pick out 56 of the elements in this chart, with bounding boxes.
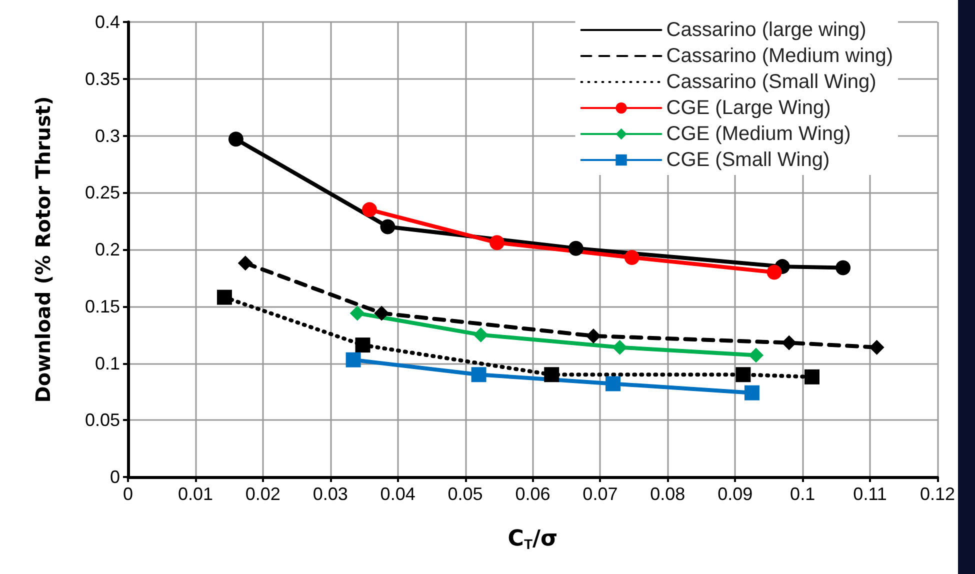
y-tick-label: 0.2 [94,240,120,260]
point [380,219,396,234]
point [238,256,253,271]
point [471,367,486,382]
x-tick-label: 0.08 [650,484,686,504]
y-tick-label: 0.4 [94,12,120,32]
y-tick-label: 0.1 [94,353,120,374]
x-tick-label: 0 [122,484,134,504]
x-axis-title: CT/σ [508,526,558,552]
legend-label: Cassarino (large wing) [666,19,866,41]
point [568,240,584,256]
point [606,376,621,392]
y-tick-label: 0.3 [94,126,120,146]
point [490,235,504,250]
point [836,260,851,276]
y-tick-label: 0.05 [84,410,120,430]
point [782,335,797,350]
point [804,369,820,384]
point [736,367,751,382]
legend-label: Cassarino (Medium wing) [666,45,894,67]
point [624,250,640,265]
y-axis-title: Download (% Rotor Thrust) [31,96,55,403]
x-tick-label: 0.11 [853,484,887,504]
x-tick-label: 0.06 [515,484,550,504]
point [228,132,244,147]
point [612,340,628,355]
point [355,338,370,353]
x-tick-label: 0.01 [178,484,213,504]
x-tick-label: 0.1 [790,484,816,504]
point [586,328,601,344]
point [544,367,560,382]
x-tick-label: 0.09 [718,484,753,504]
point [744,385,760,400]
point [216,290,232,305]
point [766,264,782,280]
legend-label: CGE (Medium Wing) [666,123,851,145]
x-tick-label: 0.07 [582,484,618,504]
legend-label: CGE (Large Wing) [666,97,831,119]
y-tick-label: 0.35 [84,68,120,89]
y-tick-label: 0 [110,467,120,487]
y-tick-label: 0.25 [84,182,120,203]
point [869,340,884,355]
point [362,202,377,218]
x-tick-label: 0.02 [245,484,280,504]
legend-label: Cassarino (Small Wing) [666,71,876,93]
legend-label: CGE (Small Wing) [666,149,830,171]
x-tick-label: 0.05 [448,484,483,504]
point [473,327,488,342]
point [374,306,390,321]
x-tick-label: 0.04 [380,484,416,504]
point [748,348,764,363]
point [350,306,365,321]
point [346,352,361,368]
x-tick-label: 0.03 [312,484,348,504]
x-tick-label: 0.12 [920,484,956,504]
y-tick-label: 0.15 [84,296,120,316]
